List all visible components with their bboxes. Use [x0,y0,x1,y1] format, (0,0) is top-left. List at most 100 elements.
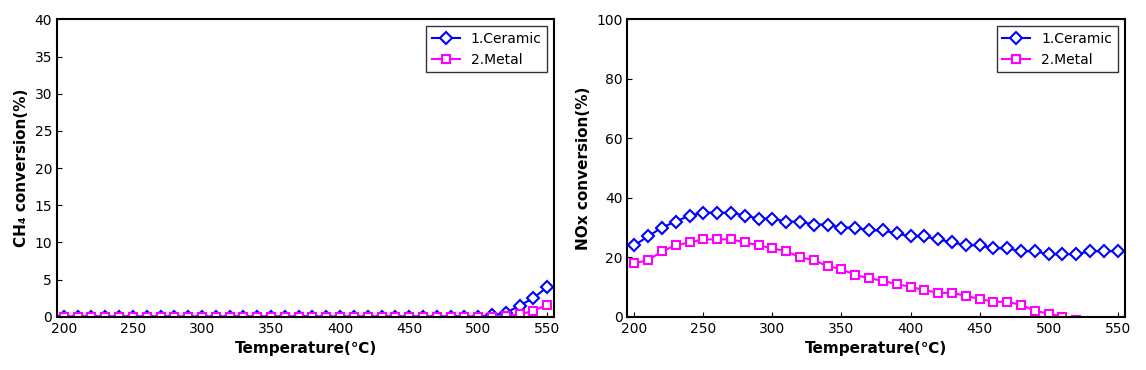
2.Metal [1097,326,1110,331]
1.Ceramic [1097,249,1110,253]
2.Metal [375,314,388,319]
2.Metal [264,314,277,319]
2.Metal [904,285,918,289]
Y-axis label: CH₄ conversion(%): CH₄ conversion(%) [14,89,29,247]
2.Metal [430,314,444,319]
1.Ceramic [195,314,209,319]
2.Metal [99,314,112,319]
1.Ceramic [512,303,526,308]
2.Metal [320,314,333,319]
2.Metal [642,258,656,262]
2.Metal [1069,317,1083,322]
1.Ceramic [642,234,656,239]
2.Metal [154,314,167,319]
2.Metal [987,300,1000,304]
1.Ceramic [526,296,540,300]
1.Ceramic [485,313,499,317]
1.Ceramic [430,314,444,319]
2.Metal [656,249,669,253]
X-axis label: Temperature(℃): Temperature(℃) [235,341,377,356]
1.Ceramic [669,219,683,224]
1.Ceramic [1110,249,1124,253]
2.Metal [932,291,945,295]
2.Metal [278,314,292,319]
2.Metal [1110,329,1124,334]
1.Ceramic [57,314,71,319]
2.Metal [669,243,683,248]
2.Metal [945,291,959,295]
1.Ceramic [154,314,167,319]
1.Ceramic [292,314,306,319]
1.Ceramic [724,211,738,215]
1.Ceramic [416,314,430,319]
2.Metal [222,314,236,319]
2.Metal [834,267,848,271]
1.Ceramic [711,211,724,215]
1.Ceramic [99,314,112,319]
2.Metal [1042,312,1055,316]
1.Ceramic [656,225,669,230]
Legend: 1.Ceramic, 2.Metal: 1.Ceramic, 2.Metal [426,26,548,73]
2.Metal [306,314,320,319]
Legend: 1.Ceramic, 2.Metal: 1.Ceramic, 2.Metal [997,26,1117,73]
1.Ceramic [361,314,375,319]
1.Ceramic [306,314,320,319]
2.Metal [973,297,987,301]
1.Ceramic [876,228,889,233]
2.Metal [471,314,485,319]
1.Ceramic [236,314,250,319]
1.Ceramic [918,234,932,239]
2.Metal [1014,303,1028,307]
1.Ceramic [683,213,697,218]
1.Ceramic [779,219,793,224]
2.Metal [876,279,889,283]
2.Metal [541,303,555,307]
2.Metal [209,314,222,319]
2.Metal [1000,300,1014,304]
1.Ceramic [112,314,126,319]
1.Ceramic [541,285,555,289]
1.Ceramic [959,243,973,248]
1.Ceramic [862,228,876,233]
2.Metal [724,237,738,242]
1.Ceramic [375,314,388,319]
1.Ceramic [834,225,848,230]
1.Ceramic [987,246,1000,250]
2.Metal [126,314,140,319]
1.Ceramic [1042,252,1055,256]
1.Ceramic [140,314,154,319]
Line: 1.Ceramic: 1.Ceramic [630,208,1122,258]
1.Ceramic [1055,252,1069,256]
1.Ceramic [250,314,264,319]
1.Ceramic [347,314,361,319]
2.Metal [766,246,779,250]
2.Metal [444,314,457,319]
2.Metal [388,314,402,319]
2.Metal [821,264,834,268]
2.Metal [512,312,526,317]
1.Ceramic [807,222,821,227]
2.Metal [711,237,724,242]
1.Ceramic [793,219,807,224]
1.Ceramic [766,216,779,221]
2.Metal [807,258,821,262]
1.Ceramic [973,243,987,248]
2.Metal [236,314,250,319]
1.Ceramic [1069,252,1083,256]
1.Ceramic [320,314,333,319]
1.Ceramic [1028,249,1042,253]
1.Ceramic [848,225,862,230]
Line: 1.Ceramic: 1.Ceramic [60,283,551,321]
Y-axis label: NOx conversion(%): NOx conversion(%) [575,86,590,250]
2.Metal [181,314,195,319]
1.Ceramic [264,314,277,319]
2.Metal [848,273,862,277]
1.Ceramic [1083,249,1097,253]
1.Ceramic [333,314,347,319]
2.Metal [779,249,793,253]
2.Metal [85,314,99,319]
2.Metal [112,314,126,319]
Line: 2.Metal: 2.Metal [630,235,1122,336]
2.Metal [167,314,181,319]
1.Ceramic [126,314,140,319]
